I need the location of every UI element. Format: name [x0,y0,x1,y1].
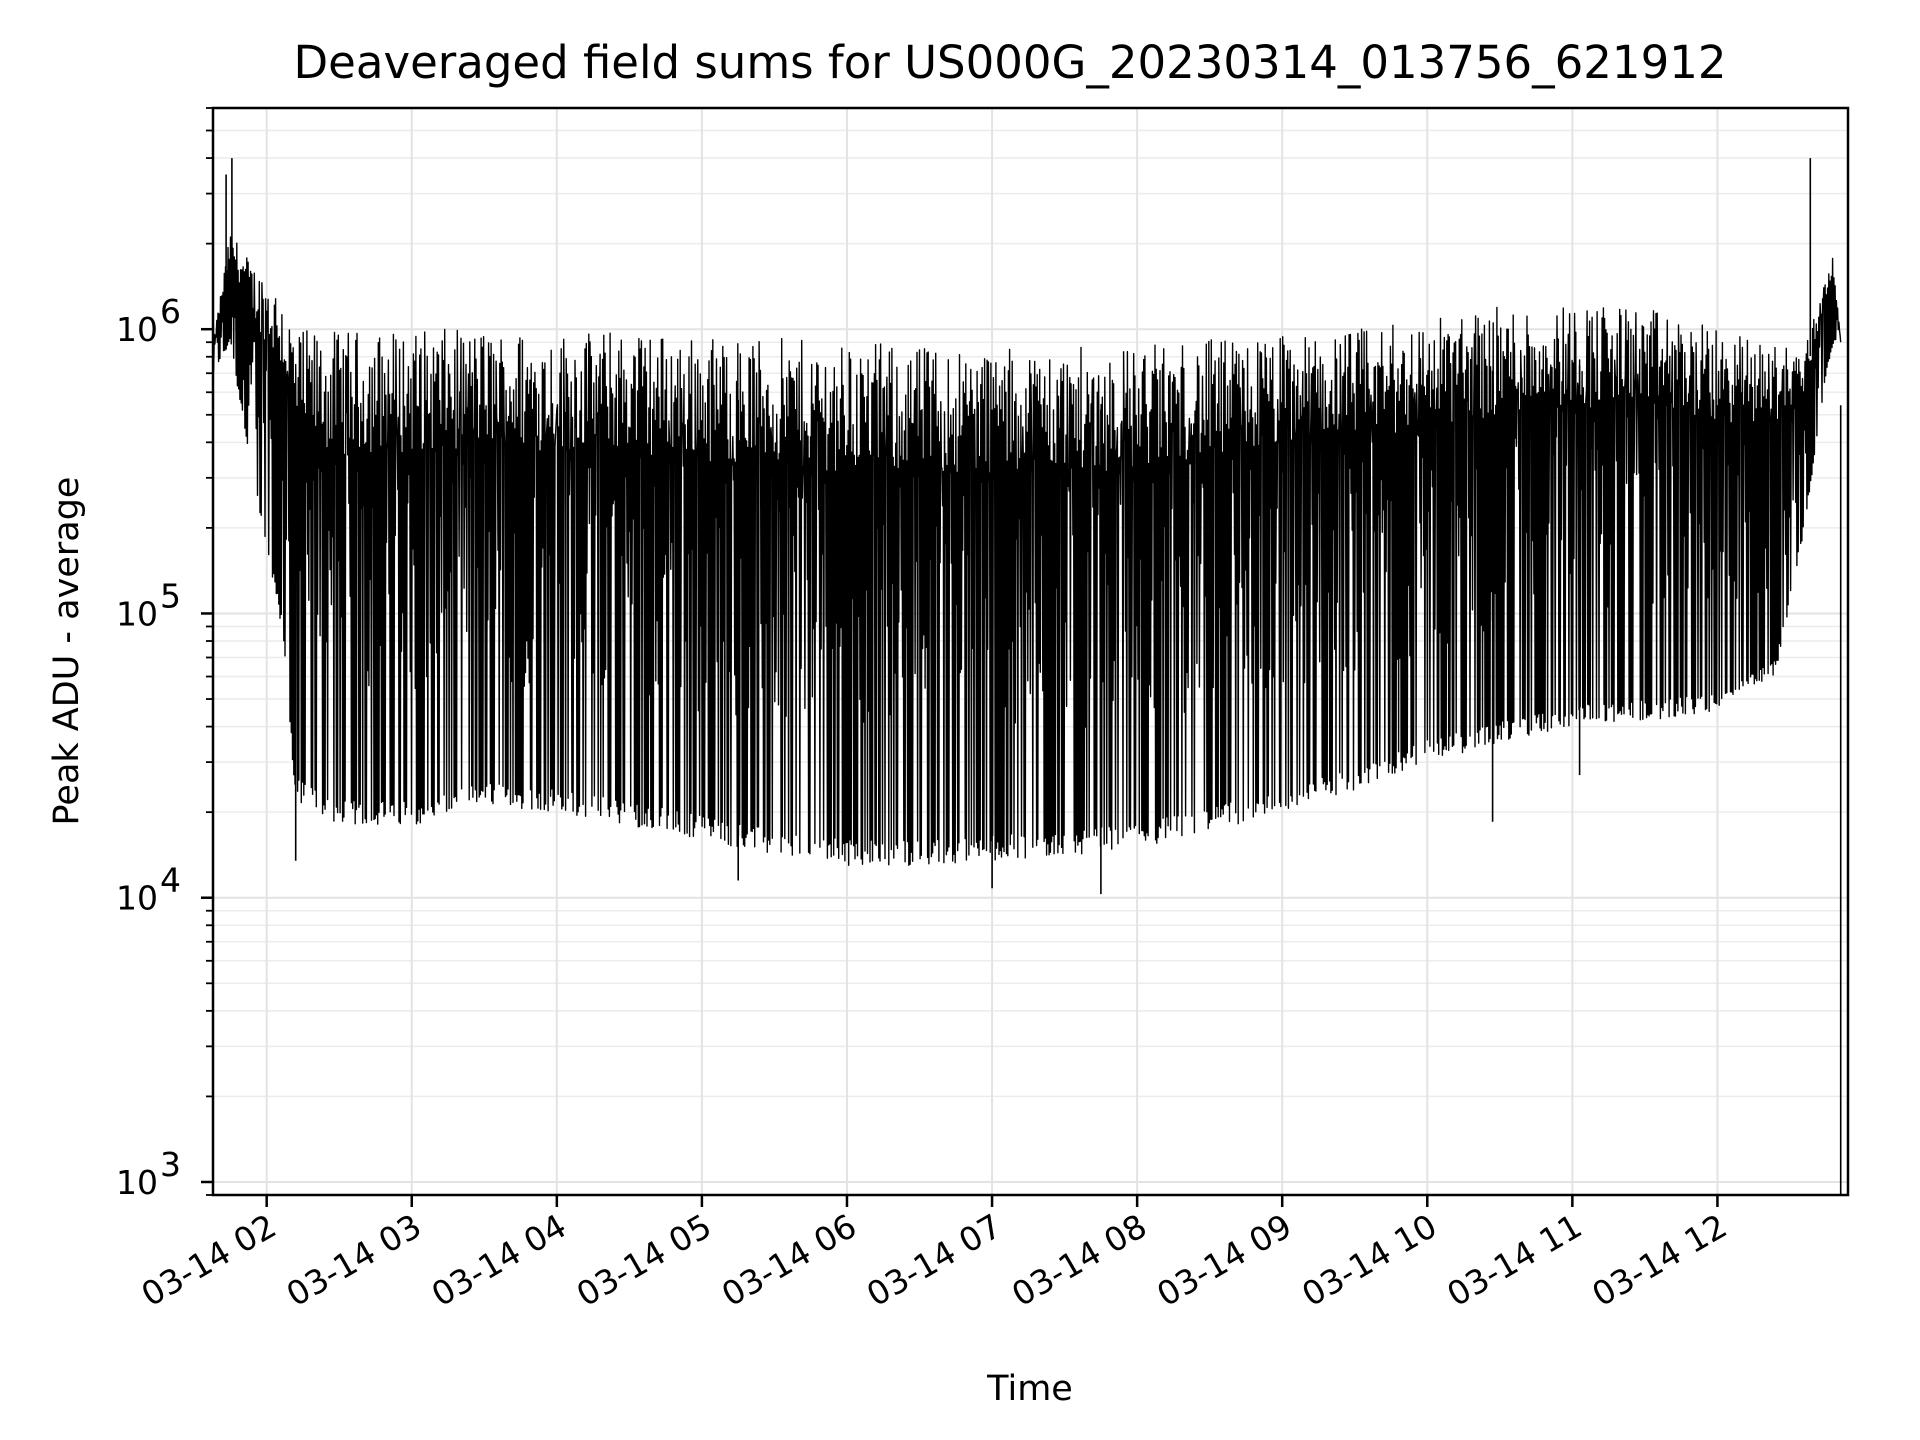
x-tick-label: 03-14 04 [425,1206,573,1314]
x-tick-label: 03-14 11 [1440,1206,1588,1314]
x-tick-label: 03-14 08 [1005,1206,1153,1314]
x-tick-label: 03-14 07 [860,1206,1008,1314]
y-axis-label: Peak ADU - average [47,477,87,826]
y-tick-label: 10 [116,1163,158,1202]
series-line [212,236,1842,866]
plot-frame [211,106,1850,1197]
x-tick-label: 03-14 10 [1295,1206,1443,1314]
data-series [212,158,1842,1195]
y-tick-label: 10 [116,594,158,633]
y-tick-exponent: 3 [160,1145,181,1184]
y-tick-label: 10 [116,310,158,349]
y-tick-exponent: 6 [160,292,181,331]
x-tick-label: 03-14 02 [135,1206,283,1314]
x-tick-label: 03-14 12 [1585,1206,1733,1314]
x-tick-label: 03-14 05 [570,1206,718,1314]
y-tick-exponent: 5 [160,576,181,615]
series-spikes [225,158,1842,1195]
chart-title: Deaveraged field sums for US000G_2023031… [294,36,1727,89]
y-tick-label: 10 [116,879,158,918]
x-axis-label: Time [986,1369,1073,1409]
x-tick-label: 03-14 06 [715,1206,863,1314]
x-tick-label: 03-14 03 [280,1206,428,1314]
y-tick-exponent: 4 [160,861,181,900]
x-tick-label: 03-14 09 [1150,1206,1298,1314]
